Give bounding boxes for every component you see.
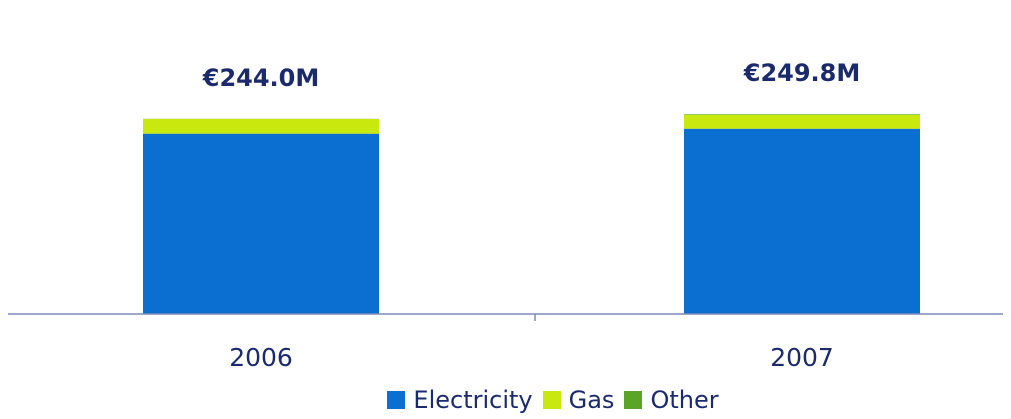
legend-item-other: Other <box>624 386 719 414</box>
legend-swatch-other <box>624 391 643 409</box>
legend-item-gas: Gas <box>542 386 615 414</box>
total-label-2007: €249.8M <box>743 59 861 87</box>
x-tick-label-2007: 2007 <box>770 343 834 372</box>
bar-other-2007 <box>684 114 920 115</box>
x-tick-label-2006: 2006 <box>229 343 293 372</box>
legend-item-electricity: Electricity <box>387 386 533 414</box>
bar-gas-2006 <box>143 118 379 134</box>
legend-swatch-electricity <box>387 391 406 409</box>
legend-label-electricity: Electricity <box>413 386 533 414</box>
legend-label-gas: Gas <box>568 386 615 414</box>
legend-swatch-gas <box>542 391 561 409</box>
legend-label-other: Other <box>650 386 719 414</box>
legend: Electricity Gas Other <box>0 384 1011 416</box>
total-label-2006: €244.0M <box>202 64 320 92</box>
bar-gas-2007 <box>684 114 920 129</box>
bar-electricity-2007 <box>684 128 920 314</box>
labels-group: €244.0M 2006 €249.8M 2007 <box>202 59 861 372</box>
bar-electricity-2006 <box>143 133 379 314</box>
bars-group <box>143 114 920 314</box>
